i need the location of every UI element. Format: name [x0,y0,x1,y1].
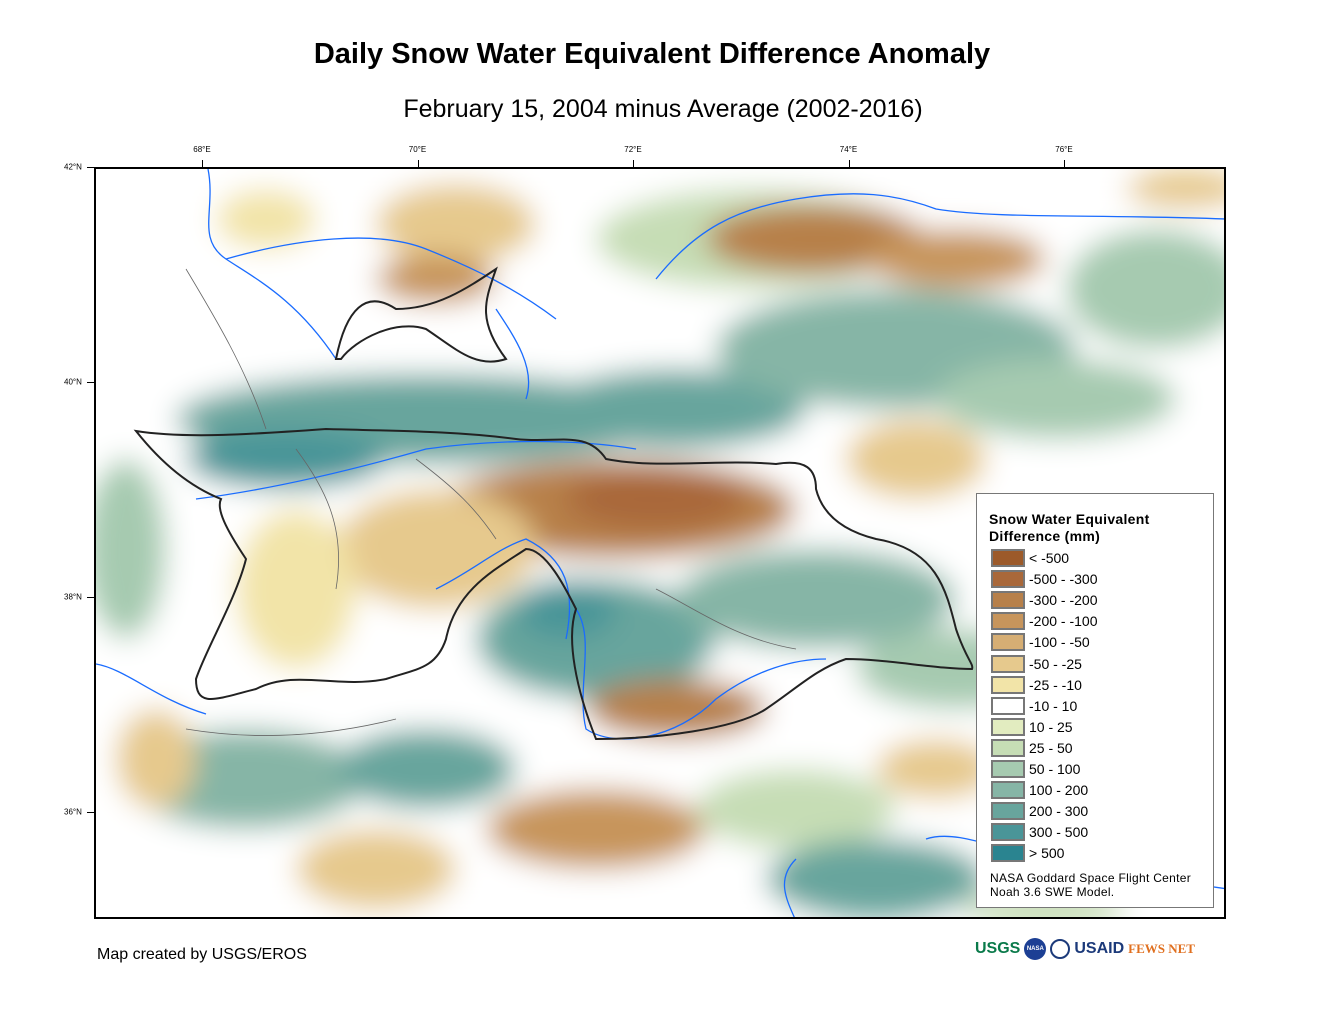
legend-swatch [991,802,1025,821]
legend-label: 100 - 200 [1029,782,1089,799]
longitude-tick-label: 76°E [1055,145,1073,154]
legend-label: > 500 [1029,845,1065,862]
legend-swatch [991,654,1025,673]
legend-swatch [991,696,1025,715]
agency-logos: USGS NASA USAID FEWS NET [975,938,1195,960]
latitude-tick-mark [87,812,94,813]
legend-label: -10 - 10 [1029,697,1078,714]
legend-item: -500 - -300 [991,570,1098,589]
longitude-tick-mark [417,160,419,167]
longitude-tick-label: 68°E [193,145,211,154]
legend-swatch [991,612,1025,631]
usgs-logo: USGS [975,940,1021,957]
legend-label: 200 - 300 [1029,803,1089,820]
nasa-logo: NASA [1024,938,1047,960]
legend-label: 10 - 25 [1029,718,1073,735]
legend-item: -300 - -200 [991,591,1098,610]
longitude-tick-label: 72°E [624,145,642,154]
river [655,193,1224,280]
credit-line1: NASA Goddard Space Flight Center [990,871,1192,885]
river [225,237,557,320]
legend: Snow Water Equivalent Difference (mm) < … [976,493,1214,908]
latitude-tick-label: 38°N [64,592,82,602]
legend-swatch [991,738,1025,757]
latitude-tick-label: 42°N [64,162,82,172]
legend-swatch [991,570,1025,589]
legend-label: 50 - 100 [1029,761,1081,777]
usaid-logo: USAID [1074,940,1125,957]
river [195,440,637,500]
legend-label: 300 - 500 [1029,824,1089,841]
latitude-tick-label: 40°N [64,377,82,387]
legend-item: 10 - 25 [991,717,1073,736]
legend-item: 50 - 100 [991,760,1080,778]
latitude-tick-mark [87,382,94,383]
usaid-seal-icon [1050,939,1071,959]
longitude-tick-mark [1064,160,1065,167]
footer-credit: Map created by USGS/EROS [97,946,307,963]
legend-swatch [991,823,1025,842]
credit-line2: Noah 3.6 SWE Model. [990,885,1115,899]
legend-label: 25 - 50 [1029,739,1073,756]
legend-swatch [991,760,1025,778]
legend-swatch [991,591,1025,610]
legend-label: -500 - -300 [1029,571,1098,588]
longitude-tick-mark [848,160,850,167]
legend-title-line1: Snow Water Equivalent [989,511,1150,527]
legend-label: -25 - -10 [1029,676,1082,693]
legend-label: -200 - -100 [1029,613,1098,630]
legend-title-line2: Difference (mm) [989,528,1101,544]
legend-item: -100 - -50 [991,633,1090,652]
legend-item: -25 - -10 [991,675,1082,694]
latitude-tick-mark [87,597,94,598]
country-border [133,266,974,741]
longitude-tick-mark [202,160,203,167]
legend-swatch [991,844,1025,863]
longitude-tick-label: 70°E [408,145,427,154]
river [783,858,797,917]
legend-item: < -500 [991,549,1069,567]
legend-item: 100 - 200 [991,781,1089,800]
legend-swatch [991,549,1025,567]
legend-label: -50 - -25 [1029,655,1082,672]
legend-item: 200 - 300 [991,802,1089,821]
map-subtitle: February 15, 2004 minus Average (2002-20… [403,95,923,123]
legend-credit: NASA Goddard Space Flight Center Noah 3.… [990,871,1191,899]
map-title: Daily Snow Water Equivalent Difference A… [313,38,991,70]
legend-label: < -500 [1029,550,1070,566]
tajikistan-border [133,427,974,741]
legend-label: -100 - -50 [1029,634,1090,651]
river [435,538,571,640]
river [96,663,207,715]
longitude-tick-label: 74°E [839,145,858,154]
legend-swatch [991,633,1025,652]
legend-item: 300 - 500 [991,823,1089,842]
legend-item: -200 - -100 [991,612,1098,631]
legend-item: 25 - 50 [991,738,1073,757]
legend-label: -300 - -200 [1029,592,1098,609]
fewsnet-logo: FEWS NET [1128,941,1195,956]
river [495,308,530,400]
legend-item: -10 - 10 [991,696,1078,715]
legend-item: -50 - -25 [991,654,1082,673]
province-borders [185,268,797,736]
ferghana-border [334,266,508,363]
legend-item: > 500 [991,844,1065,863]
legend-swatch [991,675,1025,694]
legend-swatch [991,717,1025,736]
legend-title: Snow Water Equivalent Difference (mm) [989,511,1150,545]
latitude-tick-mark [87,167,94,168]
legend-swatch [991,781,1025,800]
longitude-tick-mark [633,160,634,167]
latitude-tick-label: 36°N [64,807,82,817]
